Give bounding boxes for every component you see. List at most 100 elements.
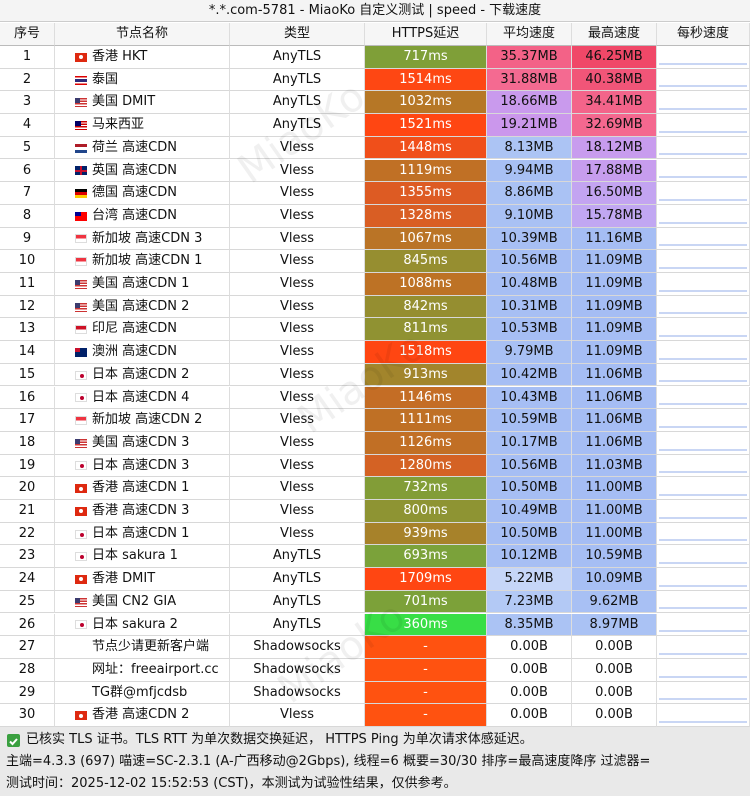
max-speed: 18.12MB: [572, 136, 657, 160]
https-latency: -: [365, 636, 487, 659]
row-number: 25: [0, 590, 55, 614]
flag-icon: [75, 484, 87, 494]
protocol-type: Vless: [230, 386, 365, 410]
flag-icon: [75, 347, 87, 357]
https-latency: 913ms: [365, 363, 487, 387]
https-latency: 1514ms: [365, 68, 487, 92]
average-speed: 19.21MB: [487, 114, 572, 137]
flag-icon: [75, 143, 87, 153]
sparkline-baseline: [659, 176, 747, 179]
node-name: 美国 高速CDN 1: [55, 273, 230, 296]
sparkline-baseline: [659, 720, 747, 723]
row-number: 23: [0, 545, 55, 569]
sparkline-baseline: [659, 130, 747, 133]
row-number: 17: [0, 409, 55, 432]
row-number: 10: [0, 250, 55, 273]
flag-icon: [75, 438, 87, 448]
protocol-type: Vless: [230, 182, 365, 205]
average-speed: 0.00B: [487, 681, 572, 705]
max-speed: 40.38MB: [572, 68, 657, 92]
protocol-type: AnyTLS: [230, 114, 365, 137]
average-speed: 10.12MB: [487, 545, 572, 569]
https-latency: 717ms: [365, 46, 487, 69]
average-speed: 31.88MB: [487, 68, 572, 92]
max-speed: 11.09MB: [572, 318, 657, 342]
row-number: 7: [0, 182, 55, 205]
average-speed: 10.50MB: [487, 477, 572, 500]
https-latency: 1088ms: [365, 273, 487, 296]
node-name: 香港 高速CDN 1: [55, 477, 230, 500]
per-second-speed: [657, 658, 750, 682]
sparkline-baseline: [659, 335, 747, 338]
footer: [0, 727, 750, 796]
average-speed: 5.22MB: [487, 568, 572, 591]
sparkline-baseline: [659, 198, 747, 201]
https-latency: 360ms: [365, 613, 487, 637]
protocol-type: Vless: [230, 522, 365, 546]
node-name: 马来西亚: [55, 114, 230, 137]
sparkline-baseline: [659, 380, 747, 383]
node-name: 日本 高速CDN 2: [55, 363, 230, 387]
average-speed: 18.66MB: [487, 91, 572, 115]
per-second-speed: [657, 704, 750, 727]
per-second-speed: [657, 182, 750, 205]
average-speed: 0.00B: [487, 704, 572, 727]
max-speed: 0.00B: [572, 681, 657, 705]
node-name: 日本 高速CDN 4: [55, 386, 230, 410]
protocol-type: Vless: [230, 318, 365, 342]
protocol-type: Vless: [230, 341, 365, 364]
row-number: 2: [0, 68, 55, 92]
flag-icon: [75, 325, 87, 335]
sparkline-baseline: [659, 266, 747, 269]
https-latency: 1119ms: [365, 159, 487, 183]
sparkline-baseline: [659, 312, 747, 315]
per-second-speed: [657, 250, 750, 273]
per-second-speed: [657, 477, 750, 500]
node-name: 印尼 高速CDN: [55, 318, 230, 342]
average-speed: 8.35MB: [487, 613, 572, 637]
sparkline-baseline: [659, 62, 747, 65]
sparkline-baseline: [659, 493, 747, 496]
per-second-speed: [657, 318, 750, 342]
max-speed: 11.09MB: [572, 341, 657, 364]
https-latency: 1521ms: [365, 114, 487, 137]
node-name: 荷兰 高速CDN: [55, 136, 230, 160]
protocol-type: AnyTLS: [230, 46, 365, 69]
flag-icon: [75, 506, 87, 516]
sparkline-baseline: [659, 425, 747, 428]
max-speed: 11.06MB: [572, 386, 657, 410]
max-speed: 34.41MB: [572, 91, 657, 115]
protocol-type: Shadowsocks: [230, 681, 365, 705]
sparkline-baseline: [659, 675, 747, 678]
flag-icon: [75, 620, 87, 630]
node-name: 美国 高速CDN 2: [55, 295, 230, 319]
flag-icon: [75, 370, 87, 380]
https-latency: 939ms: [365, 522, 487, 546]
per-second-speed: [657, 341, 750, 364]
protocol-type: Shadowsocks: [230, 658, 365, 682]
node-name: 台湾 高速CDN: [55, 204, 230, 228]
average-speed: 10.53MB: [487, 318, 572, 342]
per-second-speed: [657, 409, 750, 432]
node-name: 日本 高速CDN 3: [55, 454, 230, 478]
https-latency: 1280ms: [365, 454, 487, 478]
protocol-type: Vless: [230, 273, 365, 296]
https-latency: 1709ms: [365, 568, 487, 591]
max-speed: 11.09MB: [572, 295, 657, 319]
max-speed: 11.00MB: [572, 522, 657, 546]
node-name: 澳洲 高速CDN: [55, 341, 230, 364]
protocol-type: AnyTLS: [230, 545, 365, 569]
footer-line: 已核实 TLS 证书。TLS RTT 为单次数据交换延迟， HTTPS Ping…: [26, 732, 533, 747]
per-second-speed: [657, 363, 750, 387]
node-name: 网址：freeairport.cc: [55, 658, 230, 682]
node-name: 新加坡 高速CDN 3: [55, 227, 230, 251]
node-name: 新加坡 高速CDN 1: [55, 250, 230, 273]
per-second-speed: [657, 590, 750, 614]
sparkline-baseline: [659, 221, 747, 224]
max-speed: 0.00B: [572, 704, 657, 727]
protocol-type: Vless: [230, 454, 365, 478]
flag-icon: [75, 461, 87, 471]
title: *.*.com-5781 - MiaoKo 自定义测试 | speed - 下载…: [0, 0, 750, 22]
node-name: 美国 CN2 GIA: [55, 590, 230, 614]
average-speed: 10.56MB: [487, 250, 572, 273]
